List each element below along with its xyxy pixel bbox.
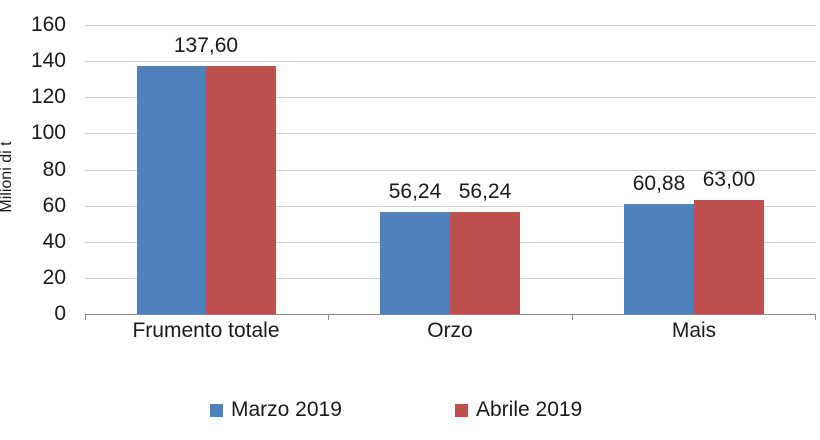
data-label: 60,88	[632, 172, 686, 195]
data-label: 137,60	[173, 34, 239, 57]
legend-item-abrile: Abrile 2019	[455, 398, 582, 422]
y-tick: 140	[30, 49, 66, 72]
x-category-label: Mais	[671, 319, 717, 342]
legend-swatch-icon	[455, 403, 468, 417]
y-tick: 160	[30, 13, 66, 36]
data-label: 56,24	[458, 180, 512, 203]
y-tick: 60	[42, 194, 66, 217]
data-label: 56,24	[388, 180, 442, 203]
bar-abrile-frumento	[206, 66, 276, 314]
x-axis	[85, 314, 816, 315]
legend-label: Abrile 2019	[476, 398, 583, 421]
y-tick: 40	[42, 230, 66, 253]
x-tick-mark	[572, 314, 573, 320]
gridline	[85, 133, 816, 134]
x-tick-mark	[815, 314, 816, 320]
bar-marzo-orzo	[380, 212, 450, 314]
data-label: 63,00	[702, 168, 756, 191]
bar-marzo-mais	[624, 204, 694, 314]
legend: Marzo 2019 Abrile 2019	[0, 398, 820, 422]
bar-abrile-mais	[694, 200, 764, 314]
legend-swatch-icon	[210, 403, 223, 417]
gridline	[85, 61, 816, 62]
gridline	[85, 206, 816, 207]
y-tick: 0	[54, 302, 66, 325]
y-tick: 80	[42, 158, 66, 181]
legend-label: Marzo 2019	[231, 398, 342, 421]
x-tick-mark	[85, 314, 86, 320]
bar-abrile-orzo	[450, 212, 520, 314]
bar-marzo-frumento	[137, 66, 206, 314]
y-tick: 20	[42, 266, 66, 289]
gridline	[85, 25, 816, 26]
gridline	[85, 170, 816, 171]
x-tick-mark	[328, 314, 329, 320]
x-category-label: Frumento totale	[132, 319, 280, 342]
legend-item-marzo: Marzo 2019	[210, 398, 342, 422]
gridline	[85, 97, 816, 98]
y-tick: 100	[30, 121, 66, 144]
y-tick: 120	[30, 85, 66, 108]
x-category-label: Orzo	[427, 319, 473, 342]
